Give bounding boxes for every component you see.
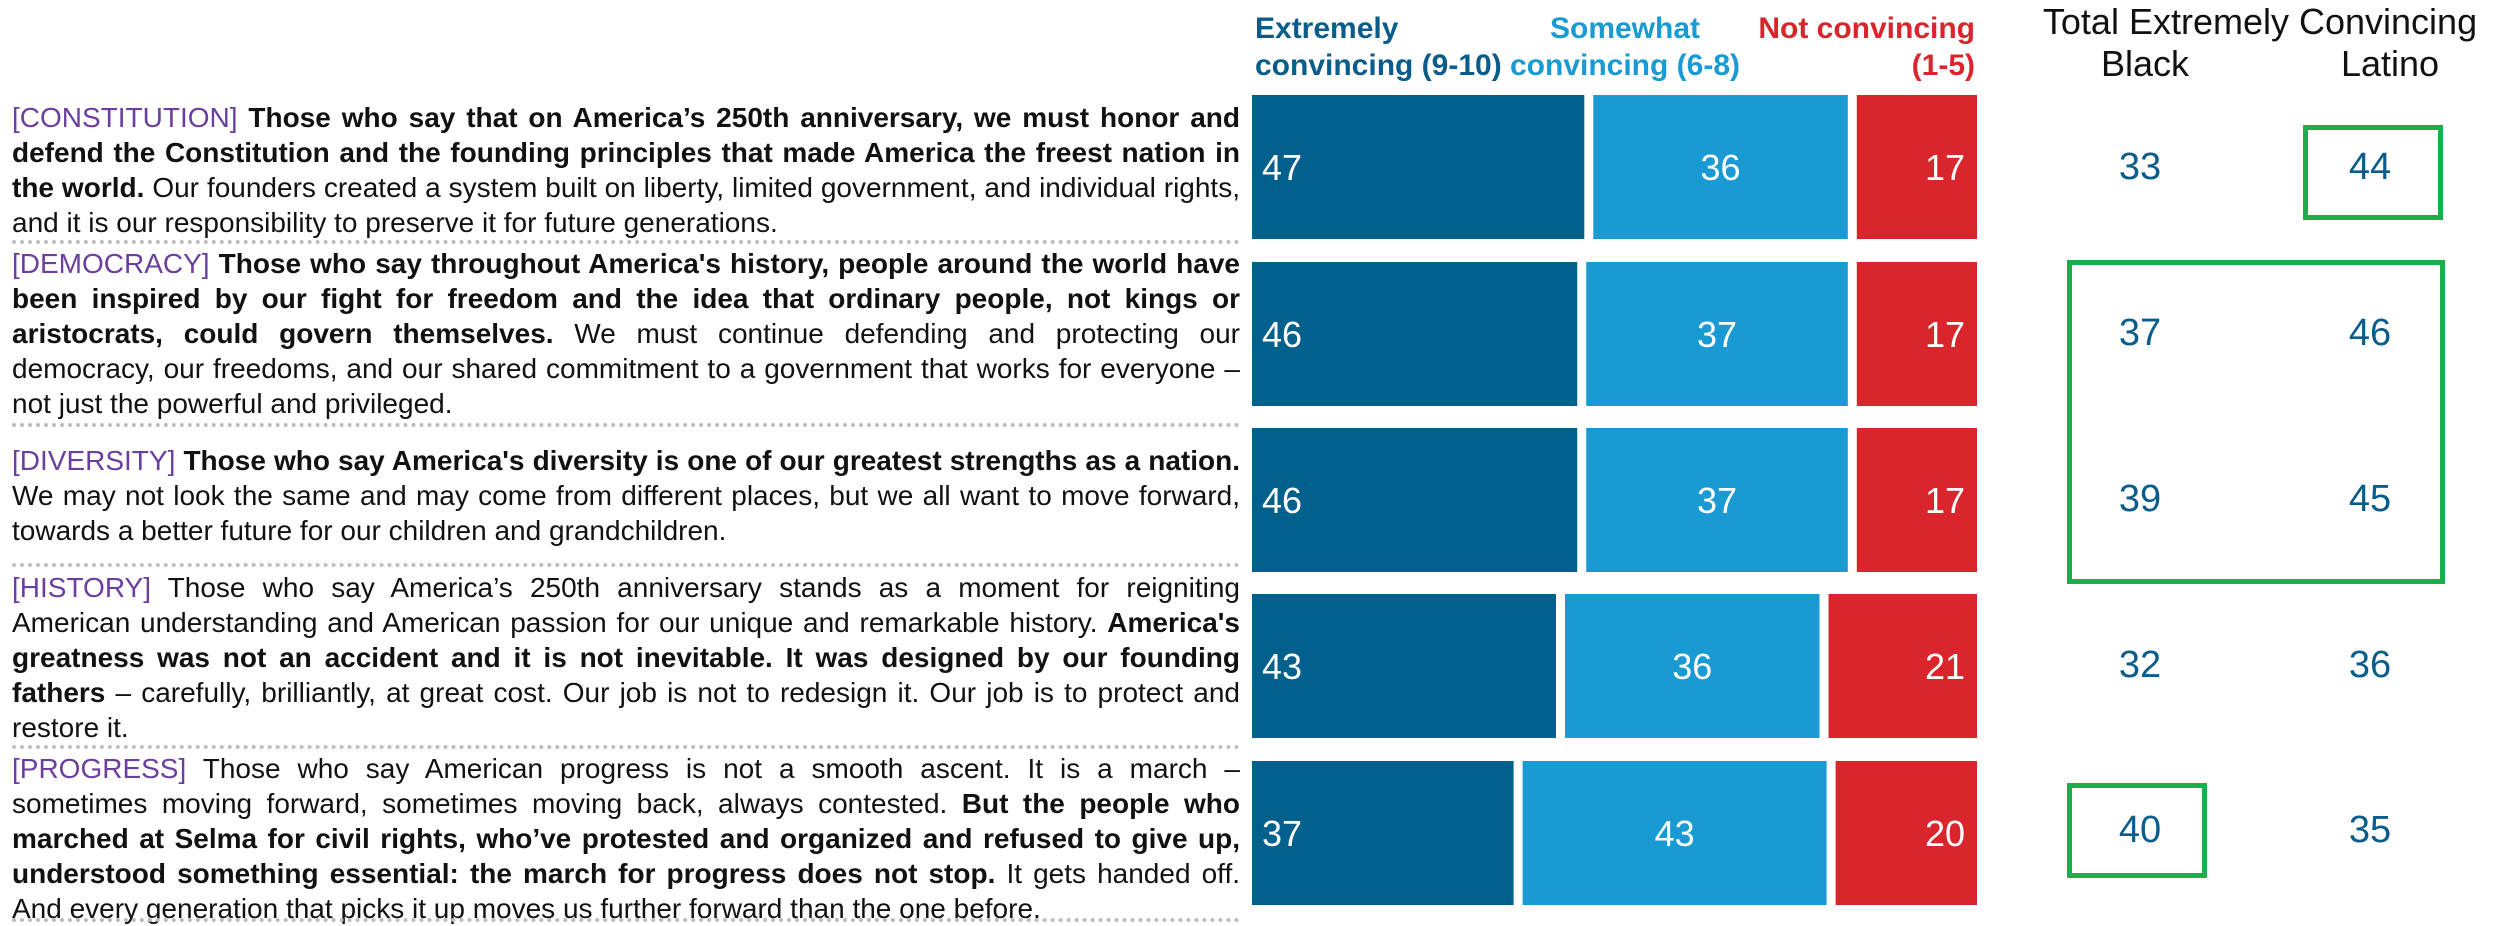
bar-somewhat-4 <box>1565 594 1820 738</box>
value-latino-3: 45 <box>2348 478 2392 520</box>
statement-rest: – carefully, brilliantly, at great cost.… <box>12 677 1240 743</box>
statement-rest: We must continue defending and protectin… <box>12 318 1240 419</box>
subgroup-title: Total Extremely Convincing <box>2042 1 2478 42</box>
tag-label: [PROGRESS] <box>12 753 187 784</box>
bar-not-1 <box>1856 95 1977 239</box>
bar-extremely-4 <box>1252 594 1557 738</box>
statement-rest: Our founders created a system built on l… <box>12 172 1240 238</box>
statement-bold: But the people who marched at Selma for … <box>12 788 1241 889</box>
value-latino-1: 44 <box>2348 146 2392 188</box>
highlight-democracy-diversity <box>2067 260 2445 584</box>
bar-label-not-4: 21 <box>1925 646 1965 687</box>
statements-column: [CONSTITUTION] Those who say that on Ame… <box>0 0 1250 924</box>
value-latino-4: 36 <box>2348 644 2392 686</box>
bar-somewhat-1 <box>1593 95 1848 239</box>
bar-somewhat-5 <box>1522 761 1827 905</box>
value-latino-5: 35 <box>2348 809 2392 851</box>
bar-label-not-2: 17 <box>1925 314 1965 355</box>
bar-extremely-3 <box>1252 428 1578 572</box>
bar-label-somewhat-4: 36 <box>1672 646 1712 687</box>
bar-label-extremely-5: 37 <box>1262 813 1302 854</box>
statement-bold: America's greatness was not an accident … <box>12 607 1240 708</box>
row-divider <box>12 563 1240 567</box>
value-latino-2: 46 <box>2348 312 2392 354</box>
bar-somewhat-3 <box>1586 428 1848 572</box>
bar-label-somewhat-5: 43 <box>1655 813 1695 854</box>
bar-label-extremely-3: 46 <box>1262 480 1302 521</box>
bar-not-3 <box>1856 428 1977 572</box>
row-divider <box>12 240 1240 244</box>
tag-label: [HISTORY] <box>12 572 152 603</box>
value-black-4: 32 <box>2118 644 2162 686</box>
statement-pre: Those who say America’s 250th anniversar… <box>12 572 1240 638</box>
tag-label: [DEMOCRACY] <box>12 248 210 279</box>
statement-pre: Those who say American progress is not a… <box>12 753 1240 819</box>
bar-label-somewhat-1: 36 <box>1701 147 1741 188</box>
value-black-5: 40 <box>2118 809 2162 851</box>
highlight-latino-constitution <box>2303 125 2443 220</box>
bar-label-not-5: 20 <box>1925 813 1965 854</box>
value-black-2: 37 <box>2118 312 2162 354</box>
bar-not-2 <box>1856 262 1977 406</box>
bar-label-not-3: 17 <box>1925 480 1965 521</box>
statement-democracy: [DEMOCRACY] Those who say throughout Ame… <box>12 246 1240 421</box>
statement-constitution: [CONSTITUTION] Those who say that on Ame… <box>12 100 1240 240</box>
legend-somewhat: Somewhat convincing (6-8) <box>1509 12 1741 82</box>
highlight-black-progress <box>2067 783 2207 878</box>
column-header-black: Black <box>2100 43 2190 84</box>
statement-bold: Those who say that on America’s 250th an… <box>12 102 1240 203</box>
bar-extremely-2 <box>1252 262 1578 406</box>
row-divider <box>12 423 1240 427</box>
column-header-latino: Latino <box>2340 43 2440 84</box>
bar-label-extremely-1: 47 <box>1262 147 1302 188</box>
tag-label: [CONSTITUTION] <box>12 102 238 133</box>
row-divider <box>12 918 1240 922</box>
statement-bold: Those who say America's diversity is one… <box>175 445 1240 476</box>
bar-extremely-5 <box>1252 761 1514 905</box>
bar-label-somewhat-2: 37 <box>1697 314 1737 355</box>
bar-label-not-1: 17 <box>1925 147 1965 188</box>
statement-bold: Those who say throughout America's histo… <box>12 248 1240 349</box>
legend-not: Not convincing (1-5) <box>1758 12 1975 82</box>
legend-extremely: Extremely convincing (9-10) <box>1255 12 1502 82</box>
tag-label: [DIVERSITY] <box>12 445 176 476</box>
bar-label-somewhat-3: 37 <box>1697 480 1737 521</box>
statement-history: [HISTORY] Those who say America’s 250th … <box>12 570 1240 745</box>
statement-rest: We may not look the same and may come fr… <box>12 480 1240 546</box>
bar-not-5 <box>1835 761 1977 905</box>
bar-label-extremely-4: 43 <box>1262 646 1302 687</box>
bar-somewhat-2 <box>1586 262 1848 406</box>
value-black-3: 39 <box>2118 478 2162 520</box>
bar-label-extremely-2: 46 <box>1262 314 1302 355</box>
bar-extremely-1 <box>1252 95 1585 239</box>
value-black-1: 33 <box>2118 146 2162 188</box>
statement-diversity: [DIVERSITY] Those who say America's dive… <box>12 443 1240 548</box>
bar-not-4 <box>1828 594 1977 738</box>
row-divider <box>12 745 1240 749</box>
